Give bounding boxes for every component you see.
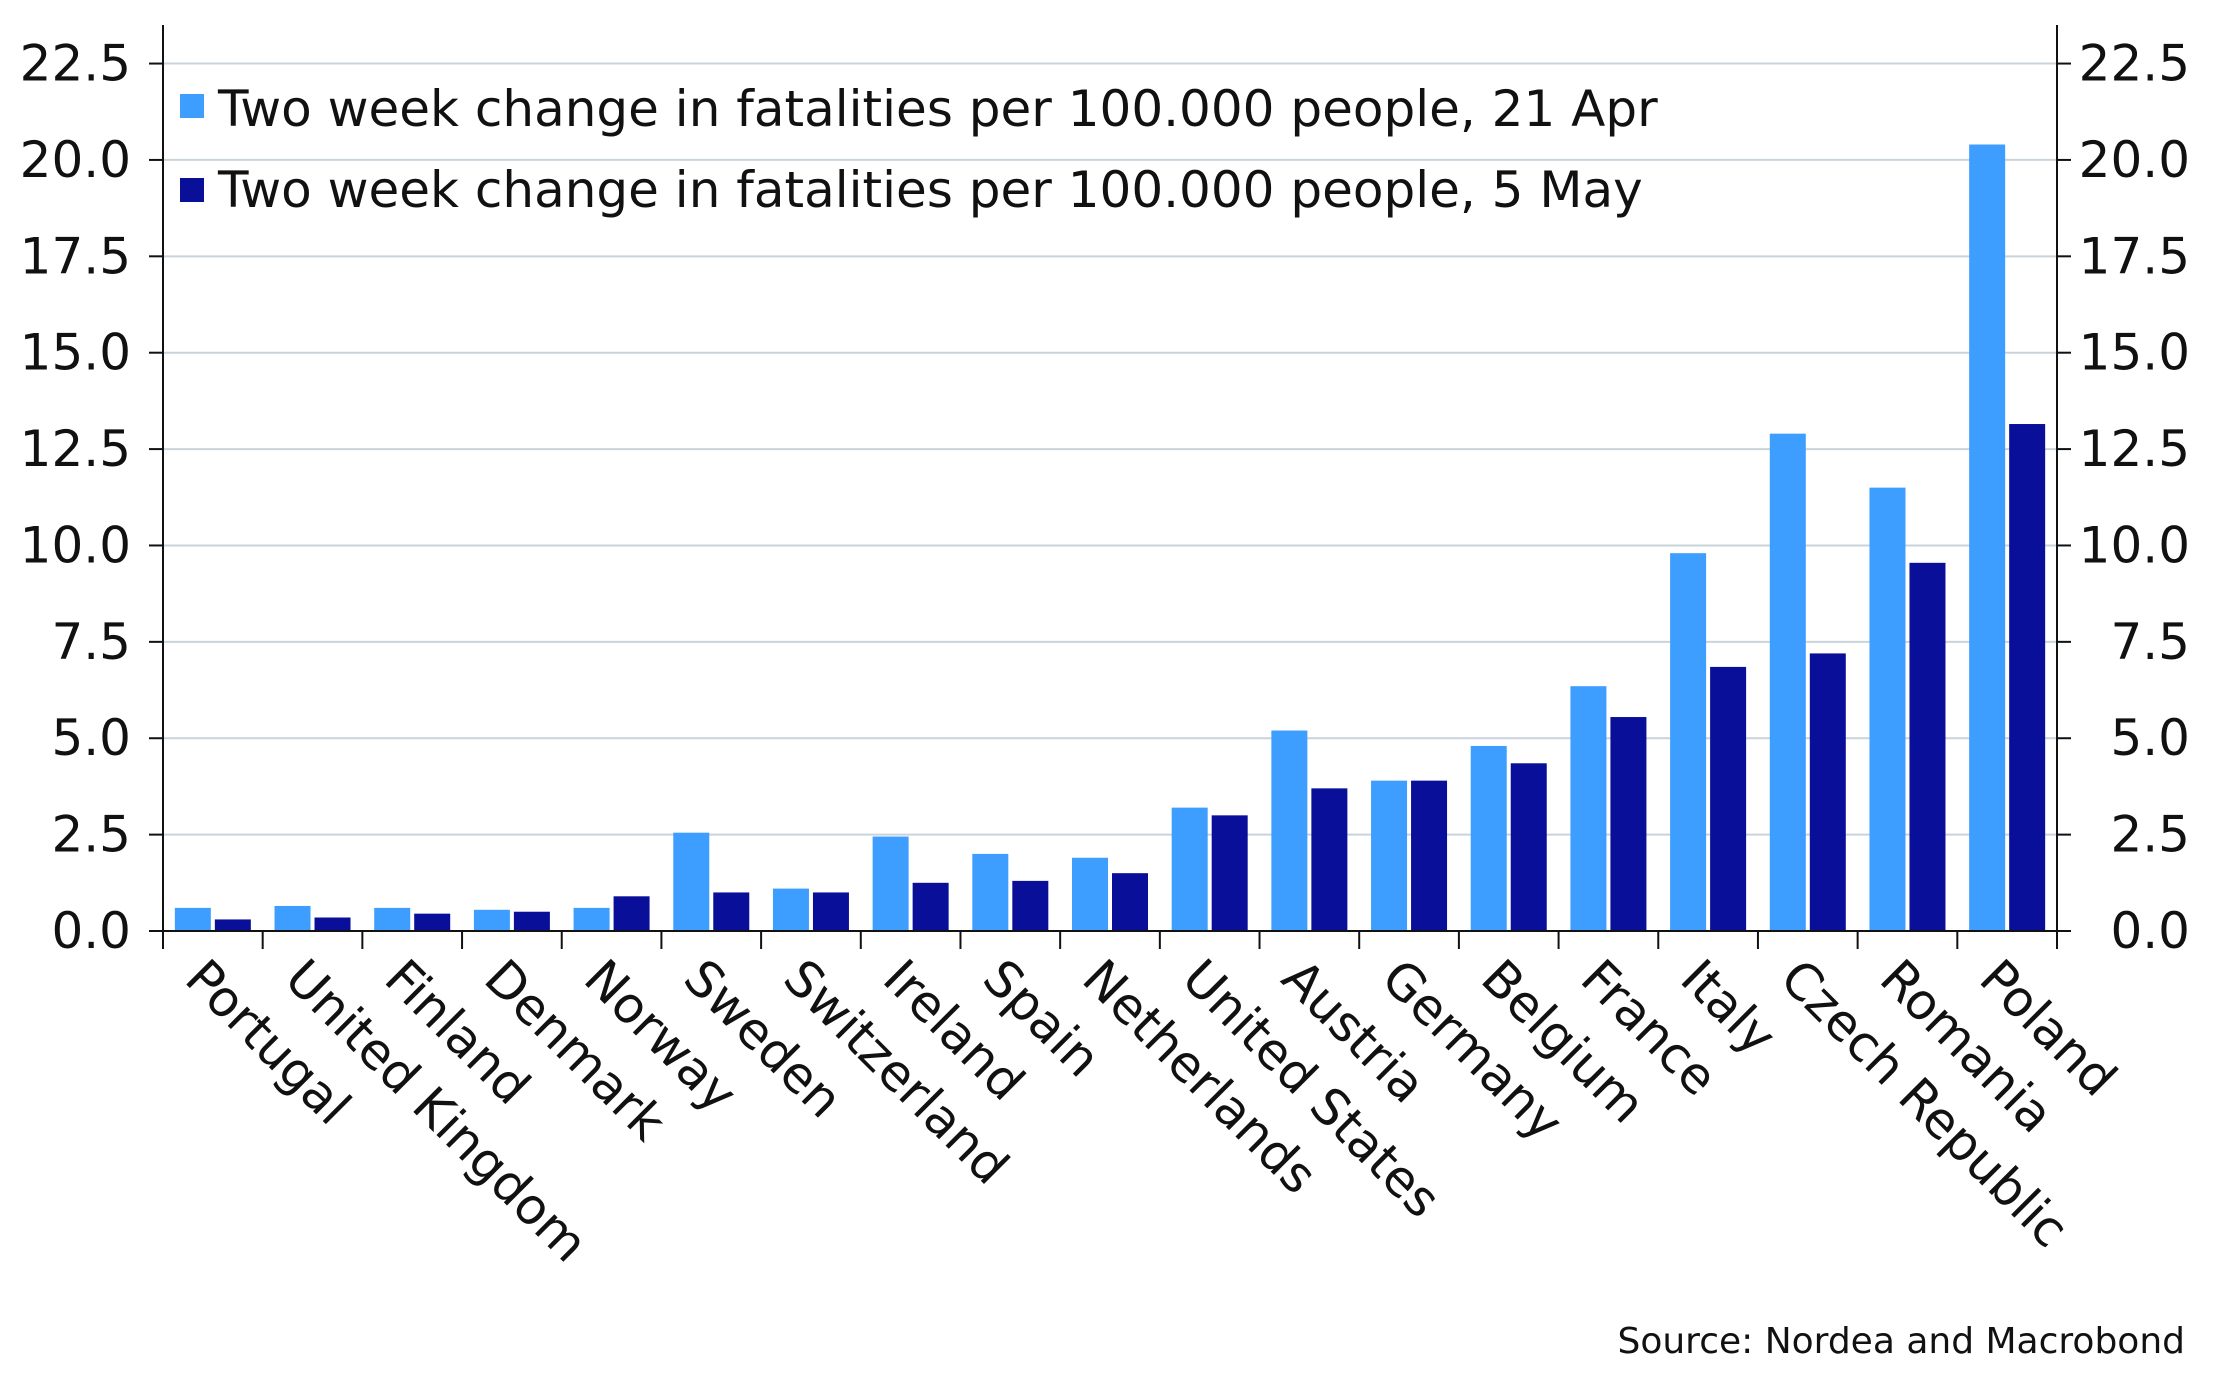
y-tick-label-left: 10.0	[20, 516, 131, 574]
bar-21-apr	[374, 907, 411, 931]
bar-21-apr	[673, 832, 710, 931]
y-tick-label-right: 20.0	[2079, 131, 2190, 189]
bar-5-may	[812, 892, 849, 931]
y-tick-label-left: 22.5	[20, 35, 131, 93]
bar-5-may	[613, 896, 650, 931]
bar-21-apr	[1371, 780, 1408, 931]
y-tick-label-right: 15.0	[2079, 324, 2190, 382]
y-tick-label-right: 17.5	[2079, 227, 2190, 285]
bar-21-apr	[1670, 553, 1707, 931]
bar-21-apr	[872, 836, 909, 931]
legend-label-21-apr: Two week change in fatalities per 100.00…	[217, 80, 1658, 138]
y-axis-right: 0.0 2.5 5.0 7.5 10.0 12.5 15.0 17.5 20.0 22.5	[2079, 35, 2190, 960]
y-tick-label-left: 17.5	[20, 227, 131, 285]
legend: Two week change in fatalities per 100.00…	[180, 80, 1658, 219]
bar-21-apr	[573, 907, 610, 931]
legend-swatch-21-apr	[180, 94, 204, 118]
legend-label-5-may: Two week change in fatalities per 100.00…	[217, 161, 1643, 219]
bar-5-may	[1610, 717, 1647, 931]
bar-5-may	[1211, 815, 1248, 931]
y-tick-label-left: 12.5	[20, 420, 131, 478]
y-tick-label-left: 20.0	[20, 131, 131, 189]
bar-5-may	[1510, 763, 1547, 931]
bar-5-may	[214, 919, 251, 931]
bar-21-apr	[1072, 857, 1108, 931]
y-tick-label-right: 0.0	[2110, 902, 2190, 960]
bar-21-apr	[1969, 144, 2006, 931]
y-tick-label-right: 22.5	[2079, 35, 2190, 93]
bar-5-may	[1909, 562, 1946, 931]
bar-5-may	[513, 911, 550, 931]
bar-5-may	[1112, 873, 1148, 931]
bar-21-apr	[1570, 686, 1607, 931]
y-tick-label-right: 10.0	[2079, 516, 2190, 574]
source-note: Source: Nordea and Macrobond	[1617, 1321, 2185, 1362]
bar-21-apr	[1769, 433, 1806, 931]
bar-21-apr	[1470, 745, 1507, 931]
bar-21-apr	[274, 905, 311, 931]
y-tick-label-left: 7.5	[51, 613, 131, 671]
bar-5-may	[2009, 424, 2046, 931]
y-tick-label-right: 7.5	[2110, 613, 2190, 671]
y-tick-label-right: 2.5	[2110, 806, 2190, 864]
bar-21-apr	[1171, 807, 1208, 931]
bar-21-apr	[972, 853, 1009, 931]
y-tick-label-left: 0.0	[51, 902, 131, 960]
bars	[174, 144, 2046, 931]
y-tick-label-left: 15.0	[20, 324, 131, 382]
bar-21-apr	[1271, 730, 1308, 931]
bar-21-apr	[772, 888, 809, 931]
axes	[149, 25, 2071, 949]
bar-21-apr	[473, 909, 510, 931]
bar-21-apr	[1869, 487, 1906, 931]
y-tick-label-left: 5.0	[51, 709, 131, 767]
gridlines	[163, 62, 2057, 836]
bar-5-may	[912, 882, 949, 931]
bar-5-may	[713, 892, 750, 931]
bar-5-may	[1012, 880, 1049, 931]
y-tick-label-right: 5.0	[2110, 709, 2190, 767]
bar-5-may	[1710, 666, 1747, 931]
y-tick-label-right: 12.5	[2079, 420, 2190, 478]
bar-21-apr	[174, 907, 211, 931]
bar-5-may	[414, 913, 451, 931]
bar-5-may	[1311, 788, 1348, 931]
bar-5-may	[314, 917, 351, 931]
y-axis-left: 0.0 2.5 5.0 7.5 10.0 12.5 15.0 17.5 20.0 22.5	[20, 35, 131, 960]
bar-5-may	[1411, 780, 1448, 931]
y-tick-label-left: 2.5	[51, 806, 131, 864]
bar-5-may	[1809, 653, 1846, 931]
legend-swatch-5-may	[180, 178, 204, 202]
